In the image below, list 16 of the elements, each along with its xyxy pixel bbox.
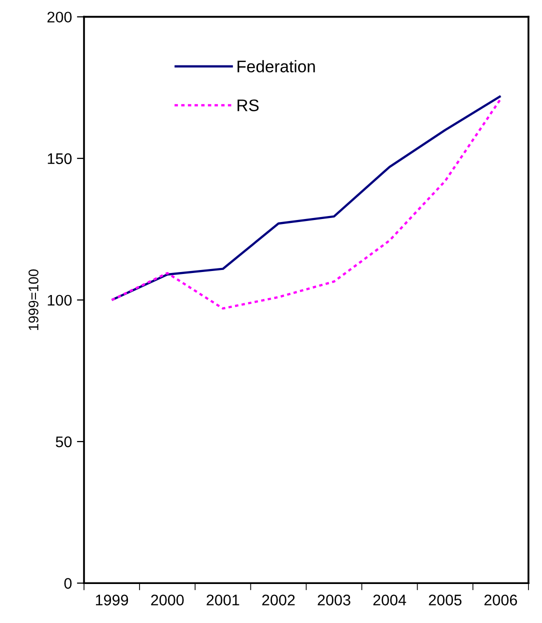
x-tick-label: 2005 — [428, 594, 462, 606]
x-tick-label: 2001 — [206, 594, 240, 606]
y-tick-label: 0 — [64, 578, 72, 589]
x-tick-label: 2002 — [262, 594, 295, 606]
x-tick-label: 1999 — [96, 594, 128, 606]
y-axis-title: 1999=100 — [28, 269, 38, 330]
x-tick-label: 2000 — [151, 594, 184, 606]
legend-label: Federation — [238, 60, 315, 72]
y-tick-label: 150 — [48, 153, 72, 164]
x-tick-label: 2006 — [484, 594, 517, 606]
x-tick-label: 2004 — [373, 594, 406, 606]
legend-label: RS — [238, 99, 259, 112]
y-tick-label: 50 — [56, 436, 72, 448]
y-tick-label: 100 — [48, 294, 72, 306]
x-tick-label: 2003 — [318, 594, 350, 606]
y-tick-label: 200 — [47, 12, 72, 23]
